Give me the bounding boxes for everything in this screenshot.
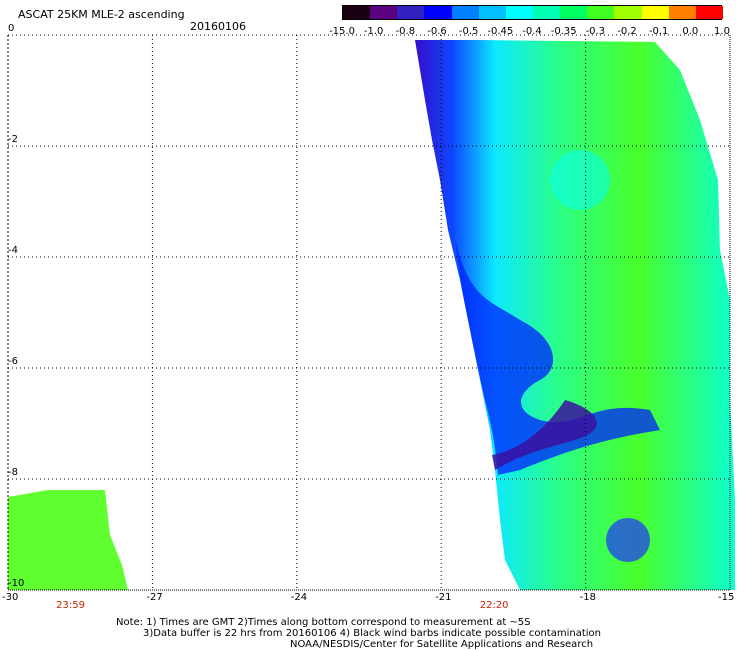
y-tick-label: -4 bbox=[8, 245, 18, 256]
y-tick-label: 0 bbox=[8, 23, 15, 34]
y-tick-label: -8 bbox=[8, 467, 18, 478]
colorbar-segment bbox=[424, 6, 453, 19]
colorbar-label: -0.1 bbox=[648, 26, 669, 37]
colorbar-segment bbox=[533, 6, 561, 19]
note-line-1: Note: 1) Times are GMT 2)Times along bot… bbox=[116, 617, 531, 628]
swath-cyan-spot bbox=[550, 150, 610, 210]
colorbar-label: -0.8 bbox=[395, 26, 416, 37]
swath-blue-spot bbox=[606, 518, 650, 562]
x-tick-label: -21 bbox=[435, 592, 452, 603]
colorbar bbox=[342, 5, 724, 20]
note-line-2: 3)Data buffer is 22 hrs from 20160106 4)… bbox=[143, 628, 601, 639]
colorbar-segment bbox=[641, 6, 670, 19]
colorbar-labels: -15.0 -1.0 -0.8 -0.6 -0.5 -0.45 -0.4 -0.35 -0.3-… bbox=[329, 26, 730, 38]
colorbar-segment bbox=[587, 6, 615, 19]
colorbar-label: -0.6 bbox=[427, 26, 447, 37]
colorbar-segment bbox=[343, 6, 371, 19]
y-tick-label: -10 bbox=[8, 578, 25, 589]
colorbar-segment bbox=[451, 6, 480, 19]
y-tick-label: -2 bbox=[8, 134, 18, 145]
colorbar-segment bbox=[695, 6, 724, 19]
colorbar-segment bbox=[614, 6, 643, 19]
colorbar-label: -0.4 bbox=[522, 26, 542, 37]
swath-west bbox=[8, 490, 128, 590]
x-tick-label: -15 bbox=[718, 592, 735, 603]
swath-dark-core bbox=[492, 400, 597, 470]
map-frame bbox=[7, 34, 731, 591]
colorbar-label: 1.0 bbox=[714, 26, 730, 37]
swath-blue-band bbox=[455, 240, 660, 475]
y-tick-label: -6 bbox=[8, 356, 18, 367]
colorbar-label: -0.2 bbox=[617, 26, 637, 37]
colorbar-label: -0.3 bbox=[585, 26, 606, 37]
colorbar-label: -0.35 bbox=[550, 26, 577, 37]
x-tick-label: -27 bbox=[146, 592, 163, 603]
colorbar-segment bbox=[370, 6, 398, 19]
colorbar-label: -0.45 bbox=[487, 26, 514, 37]
time-label: 23:59 bbox=[56, 600, 85, 611]
swath-east bbox=[415, 40, 735, 590]
map-date: 20160106 bbox=[190, 20, 246, 33]
x-tick-label: -24 bbox=[290, 592, 308, 603]
colorbar-label: 0.0 bbox=[682, 26, 699, 37]
time-label: 22:20 bbox=[479, 600, 509, 611]
colorbar-segment bbox=[478, 6, 507, 19]
map-title: ASCAT 25KM MLE-2 ascending bbox=[18, 8, 185, 21]
colorbar-segment bbox=[560, 6, 588, 19]
colorbar-label: -0.5 bbox=[458, 26, 479, 37]
colorbar-label: -15.0 bbox=[329, 26, 355, 37]
x-tick-label: -18 bbox=[579, 592, 596, 603]
colorbar-segment bbox=[397, 6, 425, 19]
x-tick-label: -30 bbox=[2, 592, 19, 603]
colorbar-label: -1.0 bbox=[363, 26, 384, 37]
colorbar-segment bbox=[505, 6, 534, 19]
colorbar-segment bbox=[668, 6, 697, 19]
note-line-3: NOAA/NESDIS/Center for Satellite Applica… bbox=[290, 639, 594, 650]
